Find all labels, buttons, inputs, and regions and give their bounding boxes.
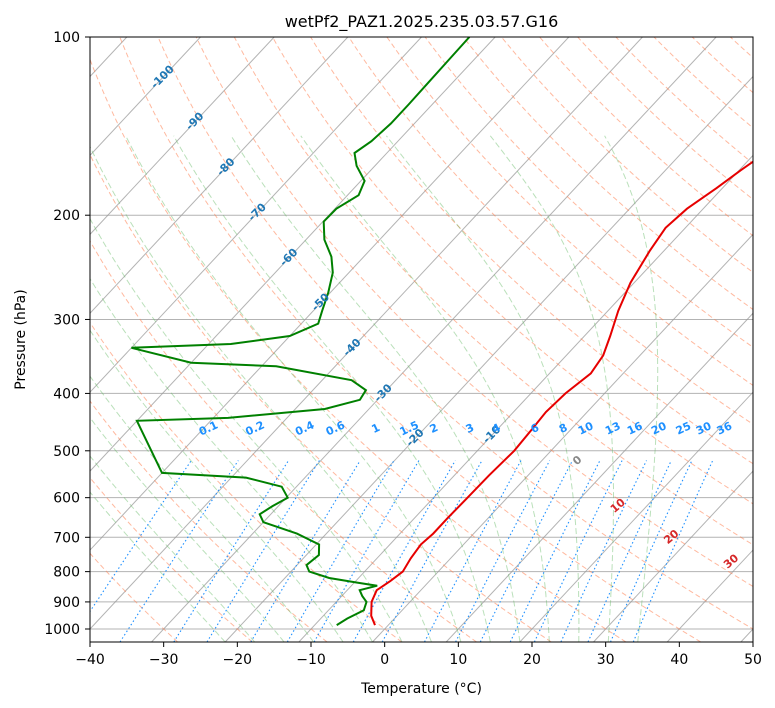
mixing-ratio-line [632, 460, 714, 642]
mixing-ratio-label: 10 [576, 419, 596, 437]
plot-background [90, 37, 753, 642]
y-tick-label: 500 [53, 444, 80, 460]
moist-adiabat-line [230, 135, 521, 642]
moist-adiabat-line [90, 277, 373, 642]
x-tick-label: 50 [744, 652, 762, 668]
isotherm-line [90, 37, 275, 236]
mixing-ratio-line [313, 460, 420, 642]
isotherm-line [519, 391, 753, 642]
plot-area [90, 37, 753, 642]
moist-adiabat-line [90, 375, 314, 642]
dry-adiabat-line [90, 476, 253, 642]
moist-adiabat-line [489, 135, 614, 642]
dry-adiabat-line [386, 37, 753, 386]
mixing-ratio-line [352, 460, 456, 642]
isotherm-line [90, 37, 496, 472]
y-tick-label: 1000 [44, 622, 80, 638]
dewpoint-line [131, 37, 471, 626]
mixing-ratio-label: 13 [603, 419, 622, 437]
isotherm-line [90, 37, 349, 314]
mixing-ratio-line [250, 460, 361, 642]
dry-adiabat-line [90, 153, 552, 642]
mixing-ratio-line [286, 460, 395, 642]
mixing-ratio-label: 36 [715, 419, 735, 437]
dry-adiabat-line [157, 37, 753, 630]
mixing-ratio-label: 30 [694, 419, 714, 437]
isotherm-line [90, 37, 570, 551]
mixing-ratio-label: 20 [649, 419, 669, 437]
moist-adiabat-line [173, 135, 491, 642]
moist-adiabat-line [90, 455, 256, 642]
profile-lines [131, 37, 753, 626]
plot-frame [89, 36, 754, 643]
dry-adiabat-line [90, 400, 328, 642]
mixing-ratio-label: 25 [674, 419, 693, 437]
y-tick-label: 600 [53, 491, 80, 507]
isotherm-line [445, 312, 753, 642]
x-tick-label: 0 [380, 652, 389, 668]
mixing-ratio-line [533, 460, 623, 642]
dry-adiabat-line [310, 37, 753, 465]
isotherm-line [151, 37, 717, 642]
moist-adiabat-line [90, 491, 226, 642]
dry-adiabat-line [90, 321, 403, 642]
dry-adiabat-line [272, 37, 753, 505]
mixing-ratio-line [479, 460, 573, 642]
y-tick-label: 400 [53, 386, 80, 402]
mixing-ratio-line [609, 460, 693, 642]
moist-adiabat-line [604, 135, 659, 642]
dry-adiabat-line [424, 37, 753, 348]
mixing-ratio-line [587, 460, 672, 642]
moist-adiabat-line [386, 135, 580, 642]
chart-title: wetPf2_PAZ1.2025.235.03.57.G16 [285, 12, 559, 32]
x-tick-label: 30 [597, 652, 615, 668]
isotherm-line [90, 37, 422, 393]
dry-adiabat-line [348, 37, 753, 425]
x-tick-label: 20 [523, 652, 541, 668]
mixing-ratio-line [381, 460, 483, 642]
dry-adiabat-line [539, 37, 753, 237]
y-tick-label: 300 [53, 312, 80, 328]
dry-adiabat-line [119, 37, 702, 642]
x-tick-label: −20 [223, 652, 253, 668]
mixing-ratio-label: 16 [625, 419, 645, 437]
dry-adiabat-line [233, 37, 753, 546]
x-tick-label: −40 [75, 652, 105, 668]
x-tick-label: −30 [149, 652, 179, 668]
y-tick-label: 100 [53, 30, 80, 46]
mixing-ratio-line [560, 460, 647, 642]
moist-adiabat-line [90, 329, 344, 642]
temperature-line [370, 160, 753, 626]
x-tick-label: −10 [296, 652, 326, 668]
y-tick-label: 700 [53, 530, 80, 546]
y-tick-label: 800 [53, 565, 80, 581]
isotherm-line [224, 75, 753, 642]
dry-adiabat-line [615, 37, 753, 165]
y-tick-label: 900 [53, 595, 80, 611]
mixing-ratio-line [119, 460, 239, 642]
moist-adiabat-line [90, 217, 403, 642]
isotherm-line [593, 470, 753, 642]
dry-adiabat-line [462, 37, 753, 311]
mixing-ratio-line [509, 460, 601, 642]
x-axis-label: Temperature (°C) [360, 681, 482, 697]
isotherm-line [372, 233, 753, 642]
moist-adiabat-line [90, 416, 285, 642]
isotherm-line [90, 37, 201, 157]
isotherm-line [90, 37, 643, 630]
mixing-ratio-line [90, 460, 192, 613]
dry-adiabat-line [769, 37, 775, 642]
x-tick-label: 40 [670, 652, 688, 668]
moist-adiabat-line [300, 135, 550, 642]
y-axis-label: Pressure (hPa) [13, 289, 29, 389]
axes: −40 −30 −20 −10 0 10 20 30 40 50 100 200 300 400 500 60… [44, 30, 762, 668]
background-lines [90, 37, 775, 642]
x-tick-label: 10 [449, 652, 467, 668]
y-tick-label: 200 [53, 208, 80, 224]
